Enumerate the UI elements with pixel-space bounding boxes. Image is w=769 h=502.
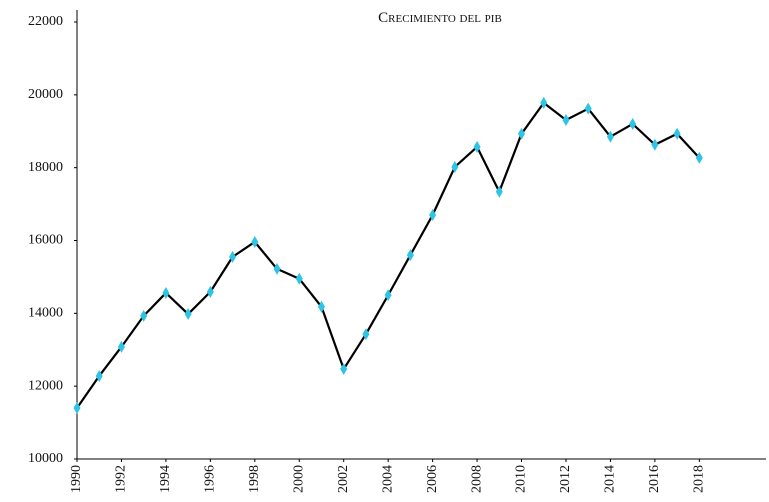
marker <box>251 235 259 248</box>
marker <box>518 127 526 140</box>
marker <box>117 340 125 353</box>
marker <box>673 127 681 140</box>
marker <box>384 289 392 302</box>
marker <box>95 369 103 382</box>
line <box>76 101 701 409</box>
marker <box>140 309 148 322</box>
x-tick-label: 1996 <box>203 465 218 493</box>
marker <box>362 328 370 341</box>
marker <box>406 249 414 262</box>
x-tick-label: 2000 <box>291 465 306 493</box>
marker <box>273 262 281 275</box>
marker <box>629 117 637 130</box>
y-tick-label: 18000 <box>28 160 63 175</box>
marker <box>162 286 170 299</box>
marker <box>495 185 503 198</box>
x-tick-label: 2014 <box>603 465 618 493</box>
x-tick-label: 2004 <box>380 465 395 493</box>
marker <box>206 285 214 298</box>
marker <box>473 140 481 153</box>
marker <box>606 130 614 143</box>
x-tick-label: 2010 <box>514 465 529 493</box>
x-tick-label: 1998 <box>247 465 262 493</box>
x-tick-label: 2018 <box>692 465 707 493</box>
x-tick-label: 1994 <box>158 465 173 493</box>
marker <box>317 300 325 313</box>
marker <box>73 402 81 415</box>
y-tick-label: 14000 <box>28 306 63 321</box>
marker <box>562 113 570 126</box>
x-tick-label: 2002 <box>336 465 351 493</box>
x-tick-label: 2006 <box>425 465 440 493</box>
marker <box>695 151 703 164</box>
x-tick-label: 1992 <box>114 465 129 493</box>
marker <box>429 209 437 222</box>
marker <box>584 102 592 115</box>
y-tick-label: 10000 <box>28 451 63 466</box>
x-tick-label: 2008 <box>469 465 484 493</box>
x-tick-label: 2012 <box>558 465 573 493</box>
marker <box>229 250 237 263</box>
chart-title: Crecimiento del pib <box>378 10 502 26</box>
y-tick-label: 20000 <box>28 87 63 102</box>
y-tick-label: 16000 <box>28 233 63 248</box>
marker <box>540 96 548 109</box>
y-tick-label: 22000 <box>28 14 63 29</box>
marker <box>651 138 659 151</box>
x-tick-label: 1990 <box>69 465 84 493</box>
y-tick-label: 12000 <box>28 378 63 393</box>
marker <box>340 363 348 376</box>
x-tick-label: 2016 <box>647 465 662 493</box>
marker <box>184 308 192 321</box>
marker <box>451 160 459 173</box>
marker <box>295 272 303 285</box>
